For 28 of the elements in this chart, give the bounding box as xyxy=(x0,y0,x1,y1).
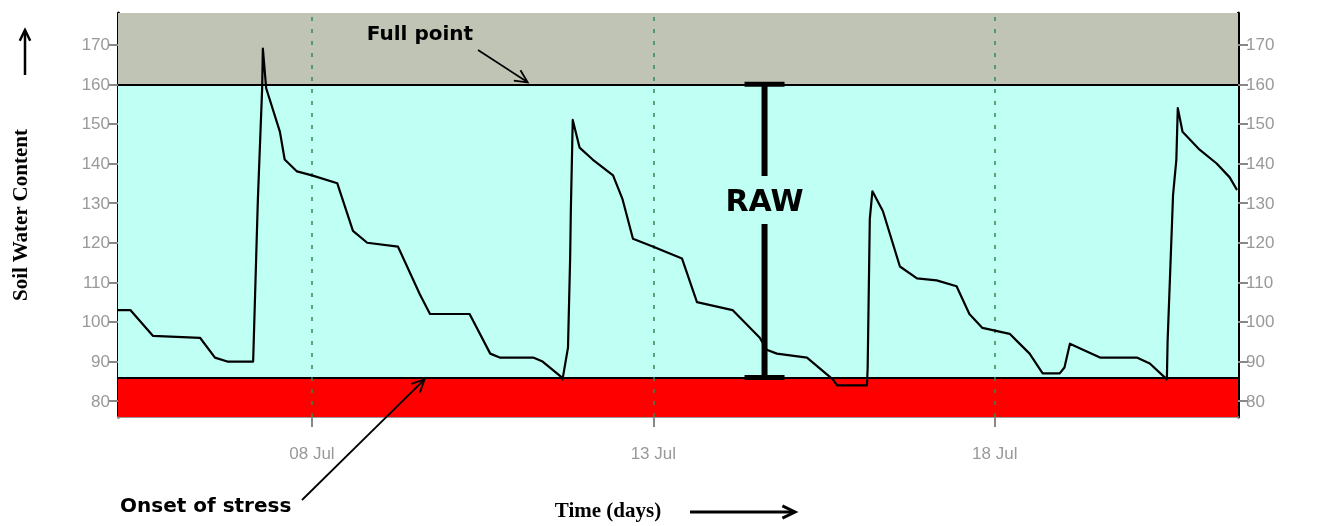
y-tick-label: 120 xyxy=(81,233,110,253)
x-axis-title: Time (days) xyxy=(554,497,662,522)
y-tick-label: 100 xyxy=(81,312,110,332)
x-tick-label: 18 Jul xyxy=(972,444,1018,463)
y-tick-label: 90 xyxy=(91,352,110,372)
annotation: Full point xyxy=(366,21,474,45)
y-tick-label: 140 xyxy=(81,154,110,174)
y2-tick-label: 90 xyxy=(1246,352,1265,372)
y-axis-title: Soil Water Content xyxy=(7,129,32,301)
y-tick-label: 80 xyxy=(91,391,110,411)
y2-tick-label: 110 xyxy=(1246,272,1274,292)
y2-tick-label: 120 xyxy=(1246,233,1275,253)
x-tick-label: 13 Jul xyxy=(630,444,677,463)
y2-tick-label: 140 xyxy=(1246,154,1275,174)
y-tick-label: 110 xyxy=(82,272,110,292)
y-tick-label: 160 xyxy=(81,74,110,94)
x-tick-label: 08 Jul xyxy=(289,444,335,463)
y2-tick-label: 160 xyxy=(1246,74,1275,94)
y2-tick-label: 130 xyxy=(1246,193,1275,213)
y2-tick-label: 80 xyxy=(1246,391,1265,411)
y2-tick-label: 150 xyxy=(1246,114,1275,134)
y2-tick-label: 170 xyxy=(1246,35,1275,55)
y-tick-label: 170 xyxy=(81,35,110,55)
annotation: RAW xyxy=(725,182,804,218)
y2-tick-label: 100 xyxy=(1246,312,1275,332)
annotation: Onset of stress xyxy=(120,493,292,517)
y-tick-label: 130 xyxy=(81,193,110,213)
y-tick-label: 150 xyxy=(81,114,110,134)
